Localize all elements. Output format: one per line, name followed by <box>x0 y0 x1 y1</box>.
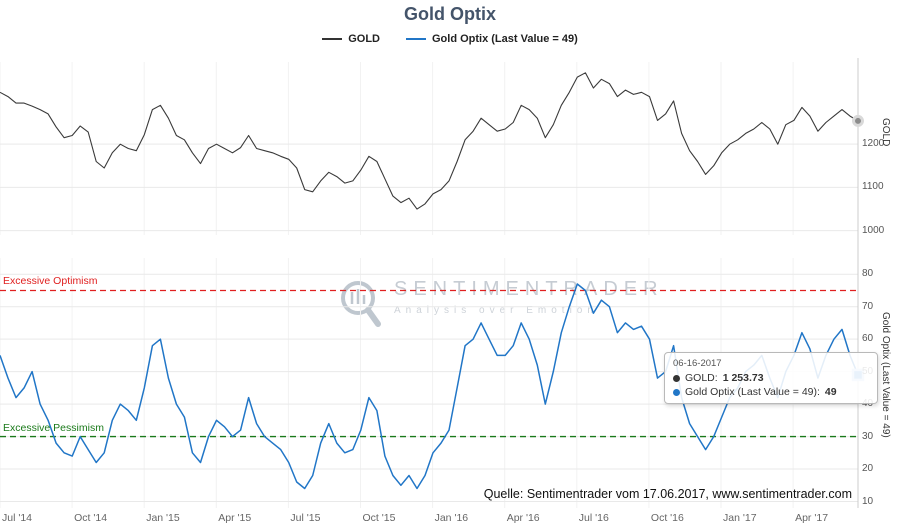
tooltip-gold-value: 1 253.73 <box>722 372 764 384</box>
page-title: Gold Optix <box>404 4 496 24</box>
gold-line-swatch <box>322 38 343 40</box>
magnifier-icon <box>341 281 381 327</box>
watermark-text: SENTIMENTRADER Analysis over Emotion <box>394 278 664 316</box>
source-note: Quelle: Sentimentrader vom 17.06.2017, w… <box>483 487 852 501</box>
legend-label-optix: Gold Optix (Last Value = 49) <box>431 33 578 45</box>
tooltip-date: 06-16-2017 <box>673 358 722 369</box>
tooltip-row-optix: Gold Optix (Last Value = 49): 49 <box>673 386 869 398</box>
optix-bullet-icon <box>673 388 680 396</box>
tooltip: 06-16-2017 GOLD: 1 253.73 Gold Optix (La… <box>664 352 878 404</box>
tooltip-gold-label: GOLD: <box>685 372 718 384</box>
tooltip-optix-value: 49 <box>824 386 837 398</box>
tooltip-row-gold: GOLD: 1 253.73 <box>673 372 869 384</box>
legend-label-gold: GOLD <box>348 33 380 45</box>
excessive-optimism-label: Excessive Optimism <box>3 275 98 288</box>
gold-bullet-icon <box>673 374 680 382</box>
gold-axis-title: GOLD <box>880 118 891 147</box>
excessive-pessimism-label: Excessive Pessimism <box>3 421 104 434</box>
legend-item-gold[interactable]: GOLD <box>322 33 380 45</box>
optix-axis-title: Gold Optix (Last Value = 49) <box>880 312 891 438</box>
watermark-line1: SENTIMENTRADER <box>394 278 664 300</box>
optix-line-swatch <box>405 38 426 40</box>
legend-item-optix[interactable]: Gold Optix (Last Value = 49) <box>405 33 578 45</box>
legend: GOLD Gold Optix (Last Value = 49) <box>0 33 900 45</box>
watermark: SENTIMENTRADER Analysis over Emotion <box>336 278 664 330</box>
watermark-line2: Analysis over Emotion <box>394 305 598 316</box>
tooltip-optix-label: Gold Optix (Last Value = 49): <box>685 386 820 398</box>
